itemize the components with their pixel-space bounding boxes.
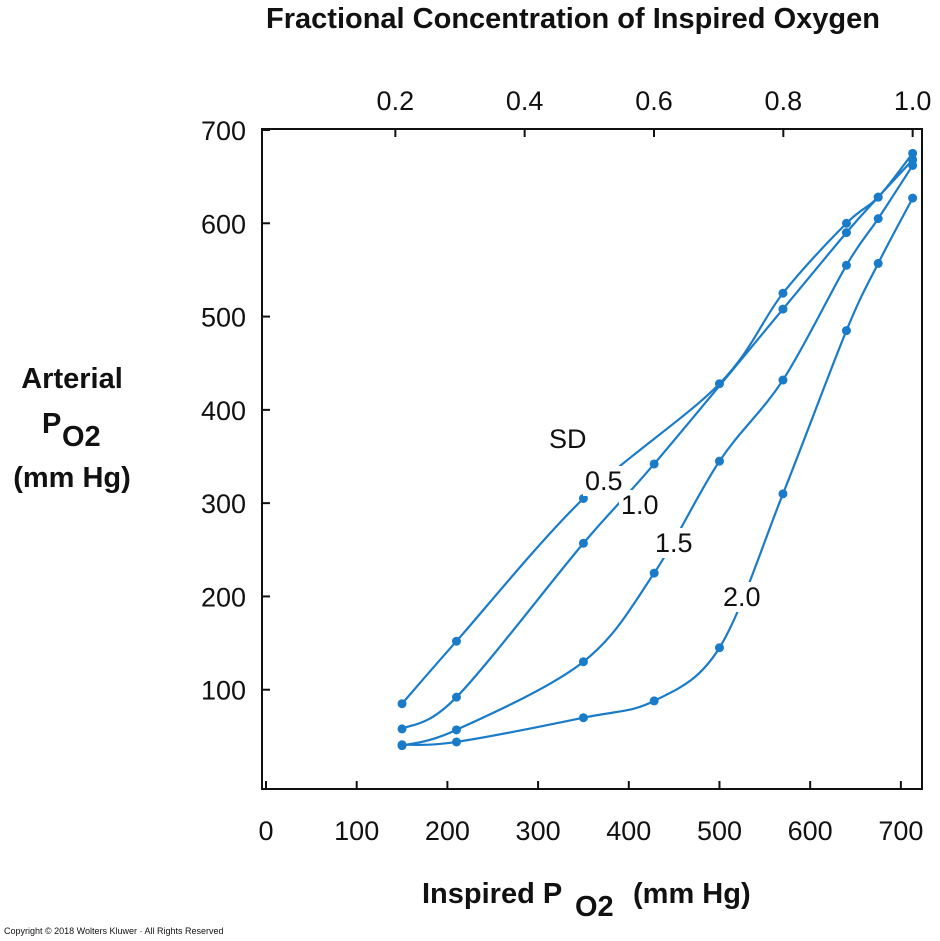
data-point xyxy=(714,643,724,653)
data-point xyxy=(578,657,588,667)
x-tick-label: 300 xyxy=(516,816,561,846)
top-tick-label: 0.8 xyxy=(765,86,803,116)
x-axis: 0 100 200 300 400 500 600 700 xyxy=(258,781,923,846)
y-axis: 100 200 300 400 500 600 700 xyxy=(201,116,270,706)
y-tick-label: 700 xyxy=(201,116,246,146)
y-tick-label: 300 xyxy=(201,489,246,519)
data-point xyxy=(873,214,883,224)
x-tick-label: 500 xyxy=(697,816,742,846)
y-axis-label-subscript: O2 xyxy=(62,421,101,453)
data-point xyxy=(397,740,407,750)
data-point xyxy=(873,192,883,202)
data-point xyxy=(908,160,918,170)
y-tick-label: 100 xyxy=(201,676,246,706)
copyright-notice: Copyright © 2018 Wolters Kluwer · All Ri… xyxy=(4,926,224,936)
data-point xyxy=(397,699,407,709)
x-axis-label-subscript: O2 xyxy=(575,891,614,923)
data-point xyxy=(841,228,851,238)
series-label: 0.5 xyxy=(585,466,623,496)
x-tick-label: 0 xyxy=(258,816,273,846)
data-point xyxy=(578,493,588,503)
x-tick-label: 700 xyxy=(878,816,923,846)
x-axis-label: Inspired P O2 (mm Hg) xyxy=(422,878,751,923)
y-axis-label-line1: Arterial xyxy=(21,363,123,395)
data-point xyxy=(841,260,851,270)
x-tick-label: 100 xyxy=(334,816,379,846)
data-point xyxy=(451,725,461,735)
y-tick-label: 600 xyxy=(201,209,246,239)
data-point xyxy=(908,193,918,203)
x-tick-label: 400 xyxy=(606,816,651,846)
data-point xyxy=(451,737,461,747)
y-axis-label-unit: (mm Hg) xyxy=(13,462,131,494)
series-line-sd-1.0 xyxy=(401,159,914,730)
series-label: 1.5 xyxy=(655,528,693,558)
series-layer xyxy=(397,148,918,751)
x-tick-label: 600 xyxy=(788,816,833,846)
data-point xyxy=(841,326,851,336)
top-tick-label: 0.2 xyxy=(377,86,415,116)
data-point xyxy=(778,304,788,314)
chart-title: Fractional Concentration of Inspired Oxy… xyxy=(266,3,880,35)
data-point xyxy=(451,636,461,646)
data-point xyxy=(578,713,588,723)
series-label-backdrop xyxy=(619,490,665,520)
data-point xyxy=(908,148,918,158)
data-point xyxy=(649,568,659,578)
series-line-sd-1.5 xyxy=(401,164,914,747)
data-point xyxy=(873,258,883,268)
y-tick-label: 500 xyxy=(201,303,246,333)
annotations: SD 0.51.0 1.5 2.0 xyxy=(549,424,767,612)
x-tick-label: 200 xyxy=(425,816,470,846)
top-axis: 0.2 0.4 0.6 0.8 1.0 xyxy=(377,86,932,137)
data-point xyxy=(714,456,724,466)
y-axis-label-p: P xyxy=(42,408,61,440)
data-point xyxy=(578,538,588,548)
series-label-backdrop xyxy=(721,582,767,612)
series-line-sd-2.0 xyxy=(401,197,914,746)
top-tick-label: 1.0 xyxy=(894,86,932,116)
data-point xyxy=(649,696,659,706)
x-axis-label-main: Inspired P xyxy=(422,878,562,910)
series-line-sd-0.5 xyxy=(401,152,914,705)
data-point xyxy=(649,459,659,469)
y-tick-label: 400 xyxy=(201,396,246,426)
plot-frame xyxy=(261,128,923,790)
data-point xyxy=(778,375,788,385)
data-point xyxy=(397,724,407,734)
series-label: 2.0 xyxy=(723,582,761,612)
data-point xyxy=(778,489,788,499)
data-point xyxy=(841,218,851,228)
data-point xyxy=(778,288,788,298)
data-point xyxy=(451,692,461,702)
top-tick-label: 0.6 xyxy=(635,86,673,116)
top-tick-label: 0.4 xyxy=(506,86,544,116)
series-label-backdrop xyxy=(653,528,699,558)
y-axis-label: Arterial P O2 (mm Hg) xyxy=(13,363,131,494)
y-tick-label: 200 xyxy=(201,582,246,612)
series-label: 1.0 xyxy=(621,490,659,520)
legend-heading: SD xyxy=(549,424,587,454)
x-axis-label-unit: (mm Hg) xyxy=(633,878,751,910)
